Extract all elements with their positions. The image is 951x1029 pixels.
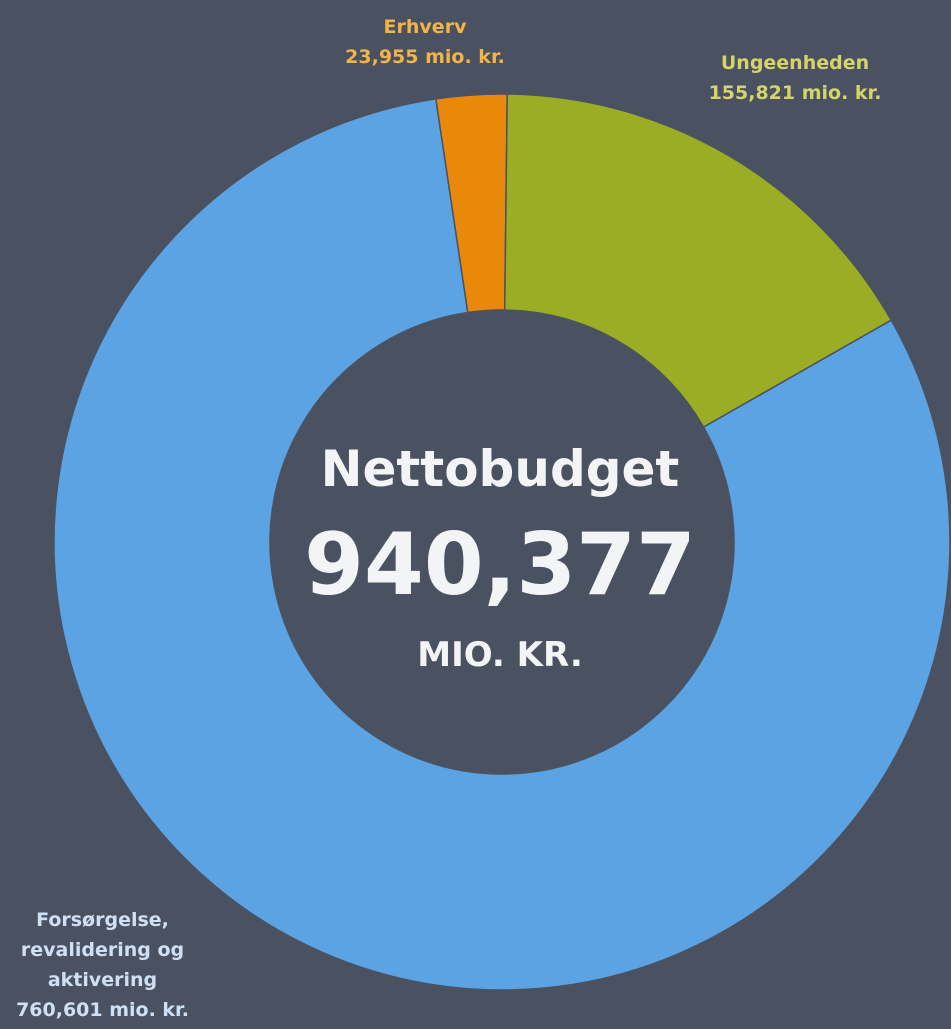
segment-label: Erhverv 23,955 mio. kr. bbox=[320, 12, 530, 72]
center-total: 940,377 bbox=[304, 515, 696, 615]
center-unit: MIO. KR. bbox=[417, 635, 583, 675]
segment-label: Forsørgelse, revalidering og aktivering 7… bbox=[5, 905, 200, 1025]
donut-segment bbox=[503, 93, 893, 429]
category-label: Erhverv bbox=[383, 16, 467, 38]
value-label: 23,955 mio. kr. bbox=[345, 46, 505, 68]
category-label: Forsørgelse, revalidering og aktivering bbox=[20, 909, 185, 991]
value-label: 155,821 mio. kr. bbox=[708, 82, 882, 104]
center-title: Nettobudget bbox=[320, 440, 680, 498]
category-label: Ungeenheden bbox=[720, 52, 870, 74]
donut-segment bbox=[53, 98, 951, 991]
value-label: 760,601 mio. kr. bbox=[16, 999, 189, 1021]
segment-label: Ungeenheden 155,821 mio. kr. bbox=[690, 48, 900, 108]
